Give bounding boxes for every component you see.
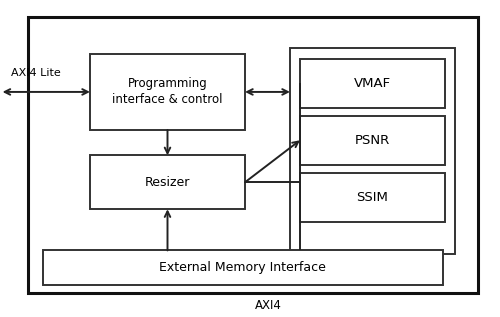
Bar [290, 48, 455, 254]
Text: PSNR: PSNR [355, 134, 390, 147]
Bar [28, 17, 477, 293]
Bar [42, 250, 442, 285]
Text: External Memory Interface: External Memory Interface [159, 261, 326, 275]
Text: SSIM: SSIM [356, 191, 388, 204]
Bar [300, 116, 445, 165]
Text: AXI4: AXI4 [255, 299, 282, 313]
Text: Resizer: Resizer [145, 176, 190, 189]
Bar [300, 173, 445, 222]
Text: VMAF: VMAF [354, 77, 391, 90]
Bar [90, 54, 245, 130]
Bar [90, 155, 245, 209]
Bar [300, 59, 445, 108]
Text: Programming
interface & control: Programming interface & control [112, 77, 222, 107]
Text: AXI4 Lite: AXI4 Lite [12, 68, 61, 78]
